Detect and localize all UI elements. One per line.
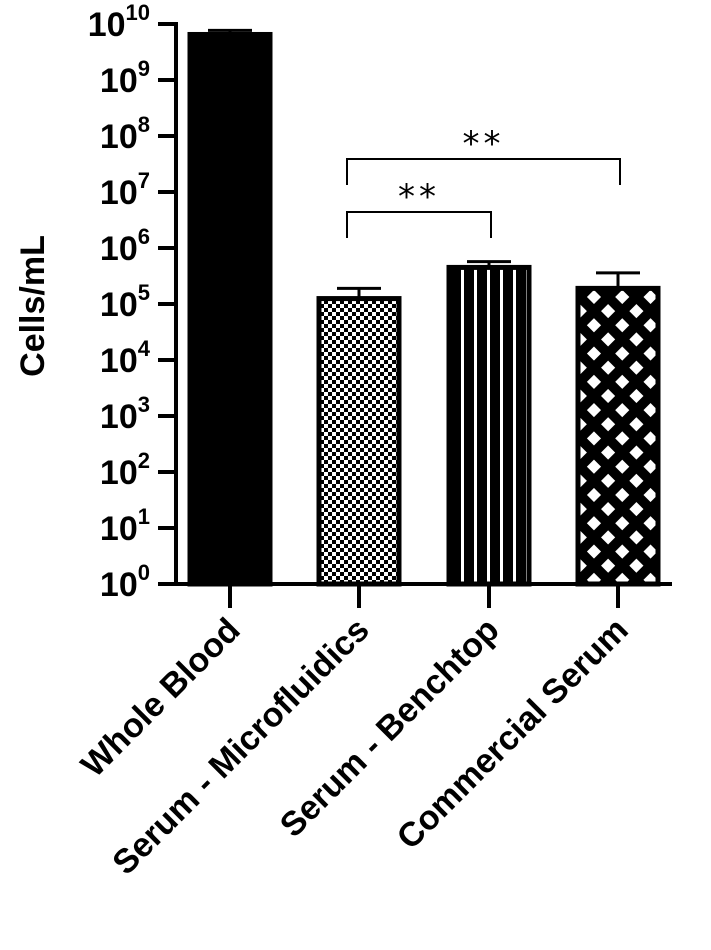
bar-whole-blood [187, 31, 273, 587]
significance-bracket [346, 211, 492, 238]
y-tick-label: 105 [100, 280, 150, 324]
significance-label: ** [463, 124, 505, 164]
bars [187, 31, 661, 587]
y-tick-label: 102 [100, 448, 150, 492]
y-tick-label: 106 [100, 224, 150, 268]
bar-serum-benchtop [446, 264, 532, 587]
x-tick-label: Commercial Serum [390, 611, 636, 857]
y-tick-label: 107 [100, 168, 150, 212]
significance-label: ** [398, 177, 440, 217]
x-tick-label: Serum - Microfluidics [105, 611, 376, 882]
significance-brackets: ** ** [346, 124, 621, 238]
x-tick-label: Serum - Benchtop [273, 611, 507, 845]
bar-commercial-serum [575, 285, 661, 587]
bar-serum-microfluidics [316, 296, 402, 587]
y-tick-label: 100 [100, 560, 150, 604]
error-bars [208, 28, 640, 299]
y-tick-label: 104 [100, 336, 151, 380]
y-tick-label: 109 [100, 56, 150, 100]
y-tick-label: 103 [100, 392, 150, 436]
significance-bracket [346, 158, 621, 185]
y-tick-label: 1010 [88, 0, 150, 44]
y-tick-label: 101 [100, 504, 150, 548]
y-axis: 100 101 102 103 104 105 106 107 108 109 1010 [88, 0, 178, 604]
y-axis-label: Cells/mL [14, 235, 52, 377]
y-tick-label: 108 [100, 112, 150, 156]
